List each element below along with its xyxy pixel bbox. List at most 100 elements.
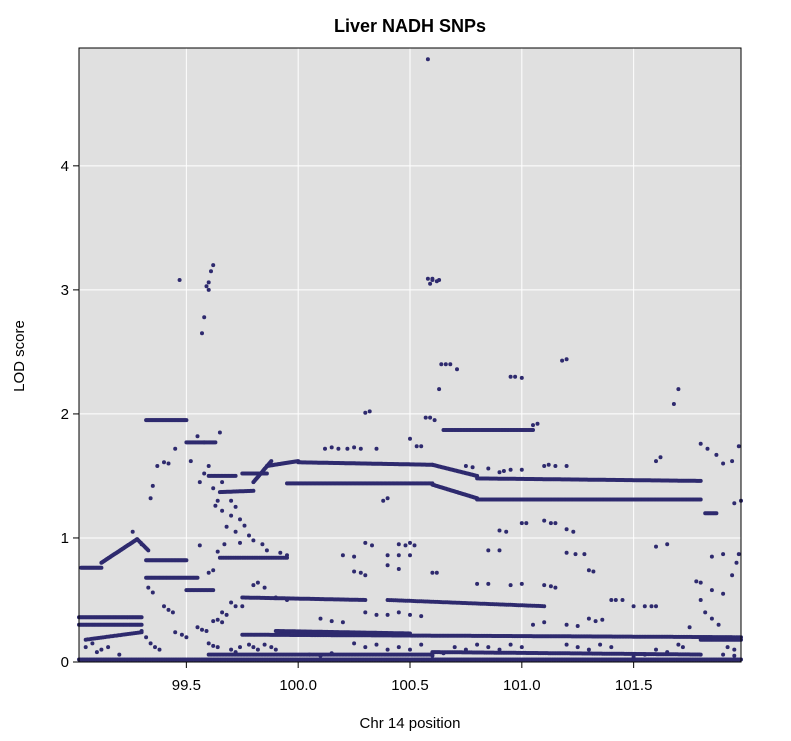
snp-point <box>318 653 323 658</box>
snp-point <box>130 529 135 534</box>
snp-point <box>714 452 719 457</box>
snp-point <box>144 635 149 640</box>
snp-point <box>220 620 225 625</box>
snp-point <box>508 642 513 647</box>
snp-point <box>698 580 703 585</box>
snp-point <box>504 529 509 534</box>
snp-point <box>519 581 524 586</box>
snp-point <box>709 588 714 593</box>
snp-point <box>463 464 468 468</box>
snp-point <box>736 444 741 449</box>
snp-point <box>734 560 739 565</box>
snp-point <box>139 629 144 633</box>
snp-point <box>694 579 699 584</box>
snp-point <box>654 459 658 464</box>
snp-point <box>448 362 453 367</box>
snp-point <box>352 569 357 574</box>
snp-point <box>408 612 412 617</box>
snp-point <box>730 459 735 464</box>
snp-point <box>432 418 437 423</box>
snp-point <box>455 367 459 372</box>
snp-point <box>508 374 513 379</box>
snp-point <box>264 548 269 553</box>
snp-point <box>238 645 242 650</box>
snp-point <box>155 464 160 468</box>
snp-point <box>179 632 184 637</box>
snp-point <box>206 280 211 285</box>
snp-point <box>188 459 193 464</box>
snp-point <box>251 645 256 650</box>
snp-point <box>408 647 412 652</box>
snp-point <box>345 446 350 451</box>
snp-point <box>705 446 710 451</box>
snp-point <box>200 627 204 632</box>
snp-point <box>273 595 278 600</box>
data-points <box>77 57 743 662</box>
snp-point <box>238 517 242 522</box>
snp-point <box>352 445 357 450</box>
snp-point <box>486 581 491 586</box>
snp-point <box>542 583 547 588</box>
snp-point <box>609 645 614 650</box>
snp-point <box>374 612 379 617</box>
snp-point <box>396 610 401 615</box>
snp-point <box>497 470 502 475</box>
snp-point <box>211 263 216 268</box>
snp-point <box>195 625 200 630</box>
snp-point <box>732 653 737 658</box>
snp-point <box>396 542 401 547</box>
snp-point <box>211 486 216 491</box>
snp-point <box>714 511 719 516</box>
snp-point <box>385 647 390 652</box>
snp-point <box>260 542 265 547</box>
snp-point <box>709 554 714 559</box>
snp-point <box>531 423 535 428</box>
snp-point <box>90 641 95 646</box>
snp-point <box>184 558 189 563</box>
x-tick-label: 101.5 <box>615 677 653 694</box>
snp-point <box>732 501 737 506</box>
snp-point <box>396 553 401 558</box>
snp-point <box>654 647 658 652</box>
snp-point <box>213 503 218 508</box>
snp-point <box>255 647 260 652</box>
snp-point <box>363 645 368 650</box>
snp-point <box>414 444 419 449</box>
snp-point <box>564 550 569 555</box>
snp-point <box>560 358 565 363</box>
snp-point <box>173 446 178 451</box>
snp-point <box>439 362 444 367</box>
snp-point <box>642 652 647 657</box>
snp-point <box>519 467 524 472</box>
snp-point <box>184 418 189 423</box>
snp-point <box>83 645 88 650</box>
snp-point <box>698 441 703 446</box>
snp-point <box>363 598 368 602</box>
snp-point <box>613 598 618 602</box>
snp-point <box>709 616 714 621</box>
snp-point <box>732 647 737 652</box>
snp-point <box>497 548 502 553</box>
snp-point <box>470 465 475 470</box>
snp-point <box>385 553 390 558</box>
snp-point <box>233 529 238 534</box>
snp-point <box>204 284 209 289</box>
snp-point <box>233 650 238 655</box>
snp-point <box>564 642 569 647</box>
snp-point <box>146 585 151 590</box>
snp-point <box>475 642 480 647</box>
snp-point <box>430 653 435 658</box>
snp-point <box>184 635 189 640</box>
snp-point <box>553 521 558 526</box>
snp-point <box>571 529 576 534</box>
snp-point <box>206 287 211 292</box>
snp-point <box>412 543 417 548</box>
snp-point <box>564 357 569 362</box>
snp-point <box>598 642 603 647</box>
snp-point <box>352 554 357 559</box>
snp-point <box>586 647 591 652</box>
snp-point <box>264 471 269 476</box>
snp-point <box>403 543 408 548</box>
snp-point <box>385 563 390 568</box>
